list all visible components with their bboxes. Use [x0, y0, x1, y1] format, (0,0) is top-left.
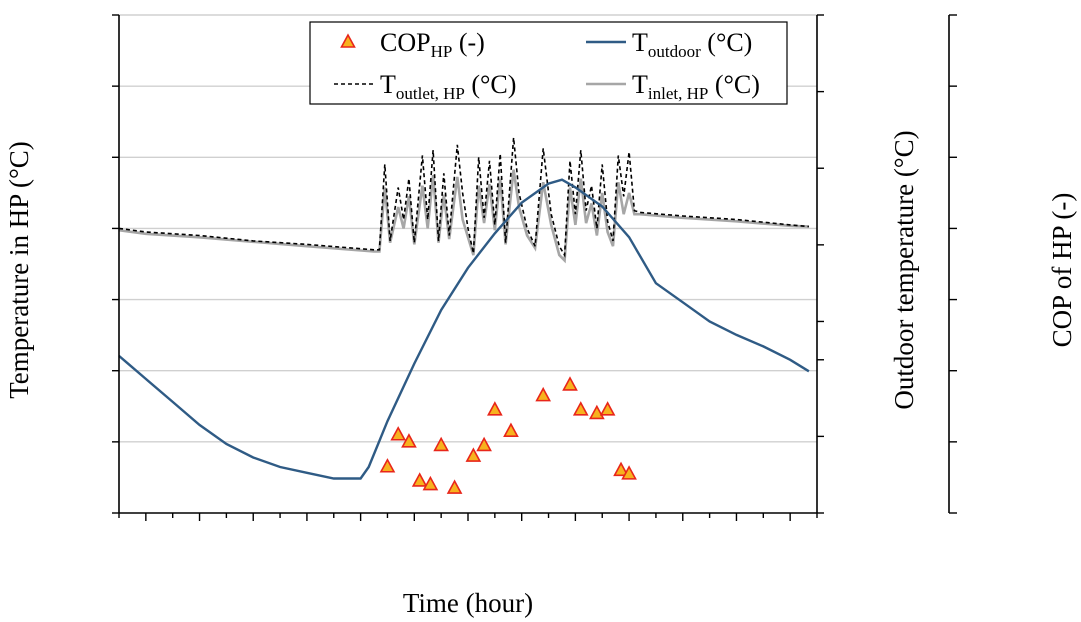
legend-label-main: T: [632, 70, 648, 99]
cop-point: [562, 376, 578, 391]
plot-area: [118, 137, 810, 494]
cop-point: [401, 433, 417, 448]
legend: COPHP (-) Toutdoor (°C)Toutlet, HP (°C) Ti…: [309, 21, 788, 105]
legend-box: [309, 21, 788, 105]
cop-point: [465, 447, 482, 462]
x-axis-title: Time (hour): [403, 588, 533, 618]
legend-marker-cop: [340, 33, 356, 48]
cop-point: [476, 436, 492, 452]
series-line-t-inlet-hp: [118, 169, 809, 264]
legend-label-main: COP: [380, 28, 431, 57]
legend-label: Toutdoor (°C): [632, 28, 752, 61]
legend-label-sub: HP: [431, 42, 453, 61]
legend-label-unit: (°C): [708, 70, 760, 99]
legend-label-main: T: [380, 70, 396, 99]
legend-label-sub: outdoor: [648, 42, 701, 61]
series-line-t-outdoor: [118, 178, 810, 480]
cop-point: [446, 479, 463, 494]
cop-point: [487, 401, 503, 416]
series-line-t-outlet-hp: [118, 137, 809, 258]
legend-label-sub: outlet, HP: [396, 84, 465, 103]
axes: [112, 14, 957, 521]
legend-label-sub: inlet, HP: [648, 84, 708, 103]
cop-point: [433, 436, 449, 452]
cop-point: [589, 404, 605, 420]
cop-point: [411, 472, 428, 487]
cop-point: [572, 401, 589, 416]
legend-label-unit: (-): [452, 28, 484, 57]
cop-point: [599, 401, 616, 416]
cop-point: [503, 422, 519, 437]
legend-label: COPHP (-): [380, 28, 485, 61]
legend-label: Toutlet, HP (°C): [380, 70, 516, 103]
y-axis-right1-title: Outdoor temperature (°C): [889, 130, 919, 409]
cop-point: [379, 458, 396, 473]
legend-label-main: T: [632, 28, 648, 57]
cop-point: [621, 465, 637, 480]
legend-label-unit: (°C): [465, 70, 517, 99]
legend-label: Tinlet, HP (°C): [632, 70, 760, 103]
cop-point: [422, 475, 439, 491]
cop-point: [390, 426, 407, 441]
legend-label-unit: (°C): [701, 28, 753, 57]
y-axis-left-title: Temperature in HP (°C): [4, 141, 34, 399]
cop-point: [535, 386, 552, 402]
cop-point: [613, 461, 629, 477]
y-axis-right2-title: COP of HP (-): [1047, 193, 1077, 348]
